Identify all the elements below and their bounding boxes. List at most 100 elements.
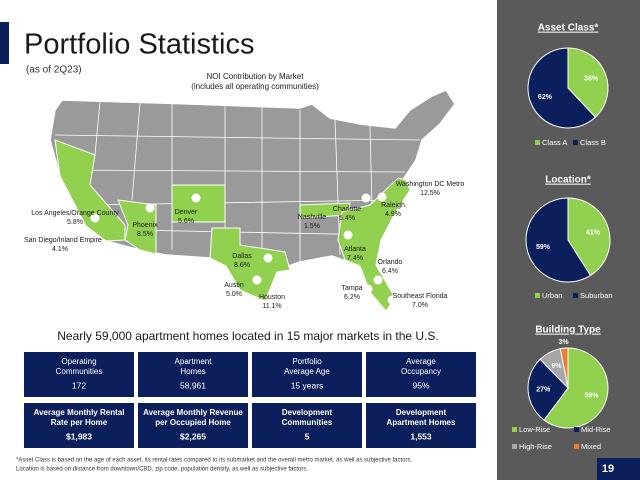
stat-value: 15 years <box>291 380 324 390</box>
pie-label: 59% <box>536 244 551 251</box>
pie-label: 62% <box>538 94 553 101</box>
pie-label: 27% <box>536 386 551 393</box>
market-name: Southeast Florida <box>393 293 448 300</box>
stat-label: Development <box>396 408 447 417</box>
legend-swatch <box>573 293 578 298</box>
stat-box <box>252 352 362 397</box>
stat-label: Rate per Home <box>51 418 108 427</box>
pie-slice <box>567 47 609 118</box>
page-number-box <box>597 458 640 480</box>
legend-label: Class A <box>542 138 567 147</box>
stat-label: Average Age <box>284 367 330 376</box>
pie-label: 38% <box>584 76 599 83</box>
stat-label: Operating <box>61 357 96 366</box>
market-share: 7.4% <box>347 255 363 262</box>
pie-label: 59% <box>585 393 600 400</box>
legend-label: High-Rise <box>519 442 552 451</box>
market-name: Atlanta <box>344 246 366 253</box>
stat-value: 5 <box>305 431 310 441</box>
legend-label: Mid-Rise <box>581 425 611 434</box>
legend-label: Low-Rise <box>519 425 550 434</box>
stat-box <box>24 352 134 397</box>
stat-label: per Occupied Home <box>155 418 231 427</box>
footnote: Location is based on distance from downt… <box>16 467 308 473</box>
legend-swatch <box>535 293 540 298</box>
headline: Nearly 59,000 apartment homes located in… <box>57 329 439 343</box>
map-title: NOI Contribution by Market <box>207 72 305 81</box>
us-map <box>49 89 456 313</box>
stat-label: Communities <box>56 367 103 376</box>
market-dot <box>191 193 201 203</box>
market-dot <box>252 275 262 285</box>
pie-slice <box>527 358 569 421</box>
market-name: Dallas <box>232 253 252 260</box>
market-name: Denver <box>175 209 198 216</box>
stat-label: Homes <box>180 367 205 376</box>
market-share: 5.0% <box>226 291 242 298</box>
map-subtitle: (includes all operating communities) <box>191 82 319 91</box>
market-dot <box>363 284 373 294</box>
market-name: Orlando <box>378 259 403 266</box>
stat-box <box>252 403 362 448</box>
southeast <box>337 177 411 312</box>
stat-box <box>24 403 134 448</box>
stat-value: 58,961 <box>180 380 206 390</box>
market-share: 8.6% <box>234 262 250 269</box>
pie-title: Asset Class* <box>538 23 599 34</box>
market-dot <box>263 253 273 263</box>
legend-swatch <box>574 427 579 432</box>
legend-label: Class B <box>580 138 606 147</box>
pie-slice <box>525 197 592 283</box>
pie-slice <box>543 347 609 429</box>
stat-value: 1,553 <box>410 431 432 441</box>
market-share: 1.5% <box>304 223 320 230</box>
legend-swatch <box>512 427 517 432</box>
market-share: 11.1% <box>262 303 281 310</box>
legend-swatch <box>573 140 578 145</box>
market-dot <box>274 278 284 288</box>
market-name: Houston <box>259 294 285 301</box>
market-share: 4.9% <box>385 211 401 218</box>
arizona <box>117 199 157 255</box>
market-name: Raleigh <box>381 202 405 209</box>
legend-swatch <box>512 444 517 449</box>
stat-value: 95% <box>412 380 429 390</box>
stat-box <box>138 403 248 448</box>
market-share: 6.4% <box>382 268 398 275</box>
legend-label: Mixed <box>581 442 601 451</box>
stat-label: Average <box>406 357 436 366</box>
pie-label: 3% <box>559 339 570 346</box>
stat-label: Average Monthly Revenue <box>143 408 243 417</box>
subtitle: (as of 2Q23) <box>26 65 82 76</box>
state-lines <box>54 101 421 262</box>
pie-title: Building Type <box>535 325 601 336</box>
market-name: Austin <box>224 282 244 289</box>
stat-box <box>138 352 248 397</box>
market-name: Charlotte <box>333 206 362 213</box>
pie-label: 41% <box>586 230 601 237</box>
market-share: 5.8% <box>67 219 83 226</box>
market-share: 12.5% <box>420 190 440 197</box>
legend-swatch <box>574 444 579 449</box>
market-share: 8.5% <box>137 231 153 238</box>
market-share: 5.6% <box>178 218 194 225</box>
legend-label: Suburban <box>580 291 613 300</box>
stat-label: Communities <box>282 418 333 427</box>
pie-label: 9% <box>551 363 562 370</box>
market-dot <box>145 203 155 213</box>
market-dot <box>90 213 100 223</box>
market-name: Washington DC Metro <box>396 181 465 188</box>
market-dot <box>387 295 397 305</box>
market-name: Los Angeles/Orange County <box>31 210 119 217</box>
legend-label: Urban <box>542 291 562 300</box>
title: Portfolio Statistics <box>24 29 254 61</box>
pie-slice <box>527 47 597 129</box>
market-dot <box>373 275 383 285</box>
stat-box <box>366 403 476 448</box>
texas <box>209 227 291 302</box>
stat-label: Apartment Homes <box>387 418 456 427</box>
colorado <box>171 184 226 223</box>
stat-value: 172 <box>72 380 86 390</box>
market-name: Tampa <box>341 285 362 292</box>
pie-title: Location* <box>545 175 591 186</box>
